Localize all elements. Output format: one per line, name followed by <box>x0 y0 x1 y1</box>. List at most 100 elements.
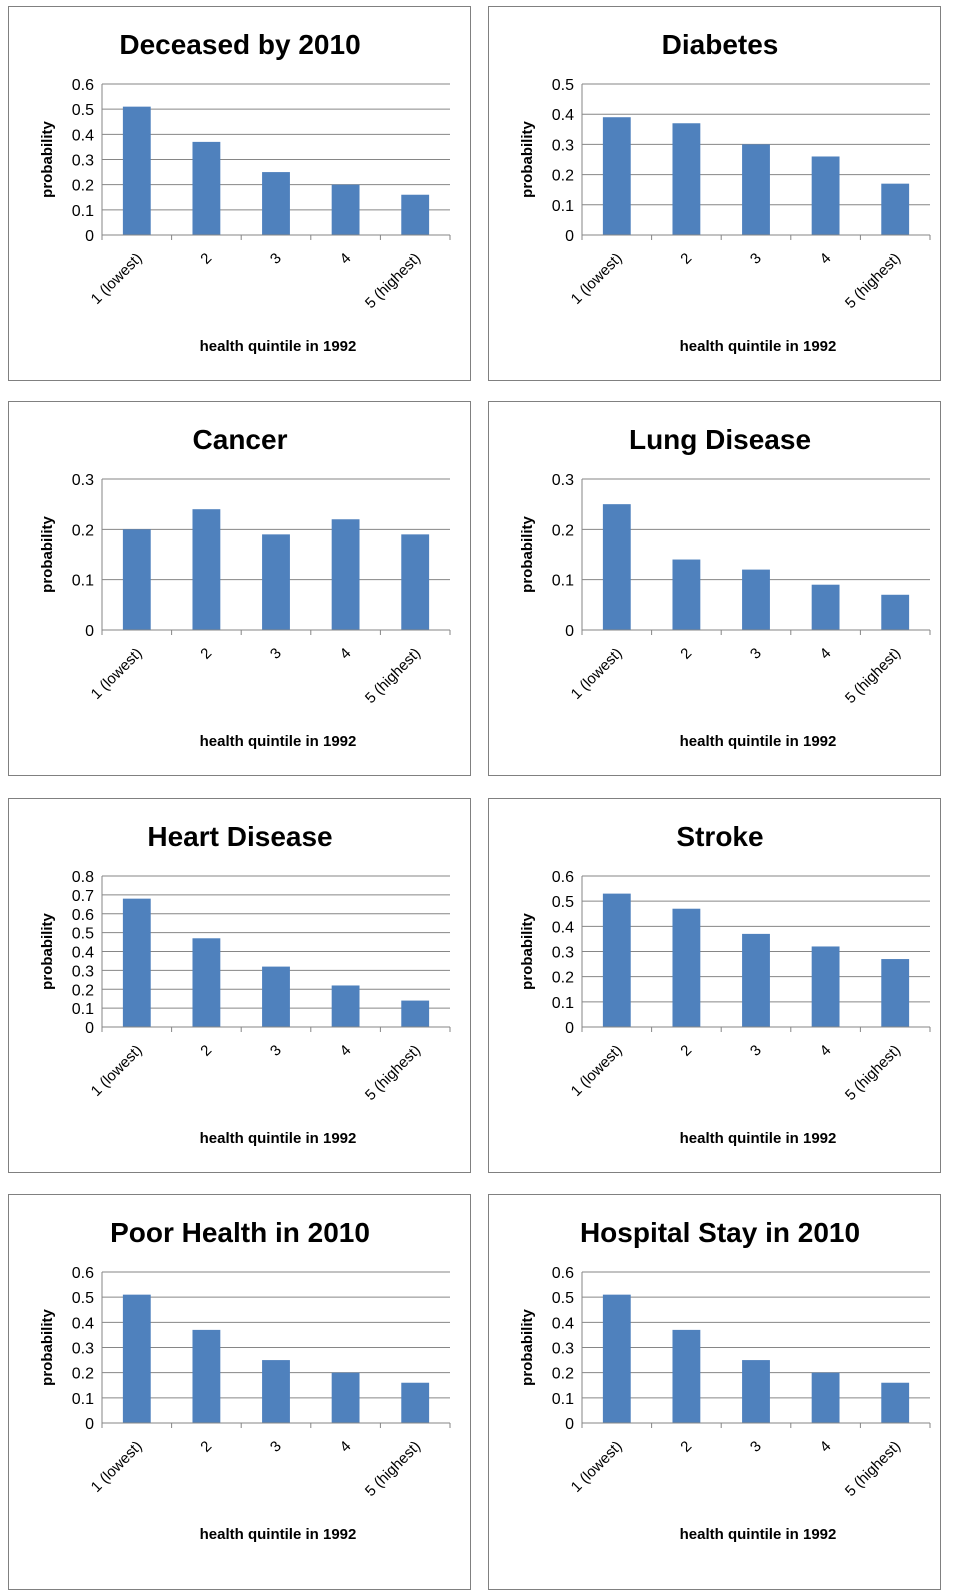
bar <box>881 1382 910 1423</box>
y-tick-label: 0.1 <box>552 198 574 215</box>
y-tick-label: 0.5 <box>552 894 574 911</box>
panel-border <box>8 401 471 776</box>
bar <box>262 966 290 1027</box>
chart-panel: Heart Disease00.10.20.30.40.50.60.70.81 … <box>8 798 471 1173</box>
y-tick-label: 0.3 <box>72 472 94 489</box>
bar <box>602 504 631 630</box>
y-tick-label: 0.3 <box>552 472 574 489</box>
y-tick-label: 0.4 <box>552 107 574 124</box>
panel-border <box>488 798 941 1173</box>
y-tick-label: 0.5 <box>72 102 94 119</box>
y-tick-label: 0.4 <box>72 945 94 962</box>
bar <box>742 569 770 630</box>
y-tick-label: 0.6 <box>72 907 94 924</box>
bar <box>881 183 910 235</box>
y-tick-label: 0.1 <box>72 203 94 220</box>
bar <box>811 946 840 1027</box>
y-tick-label: 0.6 <box>552 869 574 886</box>
x-axis-title: health quintile in 1992 <box>680 1130 837 1147</box>
y-tick-label: 0.4 <box>72 127 94 144</box>
y-tick-label: 0 <box>565 228 574 245</box>
chart-title: Lung Disease <box>629 424 811 455</box>
y-tick-label: 0.4 <box>72 1315 94 1332</box>
bar <box>881 594 910 630</box>
y-tick-label: 0 <box>85 1416 94 1433</box>
y-tick-label: 0.5 <box>72 926 94 943</box>
bar <box>122 106 151 236</box>
chart-title: Heart Disease <box>147 821 332 852</box>
bar <box>401 1000 430 1027</box>
bar <box>192 509 221 630</box>
panel-border <box>8 1194 471 1590</box>
y-axis-title: probability <box>519 516 536 593</box>
y-tick-label: 0.3 <box>552 945 574 962</box>
bar <box>122 1294 151 1423</box>
y-tick-label: 0.1 <box>552 573 574 590</box>
x-axis-title: health quintile in 1992 <box>680 733 837 750</box>
y-tick-label: 0.2 <box>72 1366 94 1383</box>
y-tick-label: 0.2 <box>552 1366 574 1383</box>
panel-border <box>488 6 941 381</box>
panel-border <box>8 6 471 381</box>
bar <box>672 1329 701 1423</box>
panel-border <box>488 401 941 776</box>
y-tick-label: 0.2 <box>72 982 94 999</box>
y-tick-label: 0.3 <box>72 1341 94 1358</box>
y-tick-label: 0.5 <box>552 1290 574 1307</box>
y-tick-label: 0.2 <box>552 522 574 539</box>
bar <box>331 985 360 1027</box>
chart-panel: Poor Health in 201000.10.20.30.40.50.61 … <box>8 1194 471 1590</box>
y-tick-label: 0 <box>565 1020 574 1037</box>
y-axis-title: probability <box>519 1309 536 1386</box>
y-tick-label: 0.1 <box>72 1001 94 1018</box>
y-tick-label: 0.4 <box>552 919 574 936</box>
y-tick-label: 0.3 <box>72 963 94 980</box>
bar <box>331 519 360 630</box>
x-axis-title: health quintile in 1992 <box>200 1130 357 1147</box>
y-tick-label: 0.6 <box>72 1265 94 1282</box>
y-tick-label: 0.5 <box>552 77 574 94</box>
y-tick-label: 0.2 <box>72 522 94 539</box>
bar <box>122 529 151 630</box>
bar <box>331 1372 360 1423</box>
bar <box>602 1294 631 1423</box>
x-axis-title: health quintile in 1992 <box>680 1526 837 1543</box>
x-axis-title: health quintile in 1992 <box>680 338 837 355</box>
y-tick-label: 0.1 <box>552 1391 574 1408</box>
y-tick-label: 0.3 <box>552 137 574 154</box>
y-axis-title: probability <box>39 516 56 593</box>
y-tick-label: 0 <box>85 623 94 640</box>
bar <box>192 1329 221 1423</box>
y-tick-label: 0 <box>565 623 574 640</box>
bar <box>602 117 631 235</box>
y-tick-label: 0.6 <box>72 77 94 94</box>
y-tick-label: 0 <box>85 228 94 245</box>
panel-border <box>488 1194 941 1590</box>
chart-title: Diabetes <box>662 29 779 60</box>
chart-title: Cancer <box>193 424 288 455</box>
chart-title: Stroke <box>676 821 763 852</box>
y-tick-label: 0.6 <box>552 1265 574 1282</box>
bar <box>672 908 701 1027</box>
y-tick-label: 0.1 <box>72 573 94 590</box>
y-tick-label: 0 <box>565 1416 574 1433</box>
bar <box>122 898 151 1027</box>
y-tick-label: 0.2 <box>552 168 574 185</box>
y-tick-label: 0.7 <box>72 888 94 905</box>
bar <box>401 194 430 235</box>
bar <box>401 534 430 630</box>
bar <box>742 933 770 1027</box>
bar <box>262 1360 290 1423</box>
y-tick-label: 0.1 <box>552 995 574 1012</box>
bar <box>742 144 770 235</box>
y-axis-title: probability <box>519 913 536 990</box>
bar <box>331 184 360 235</box>
y-tick-label: 0 <box>85 1020 94 1037</box>
x-axis-title: health quintile in 1992 <box>200 338 357 355</box>
bar <box>262 172 290 235</box>
